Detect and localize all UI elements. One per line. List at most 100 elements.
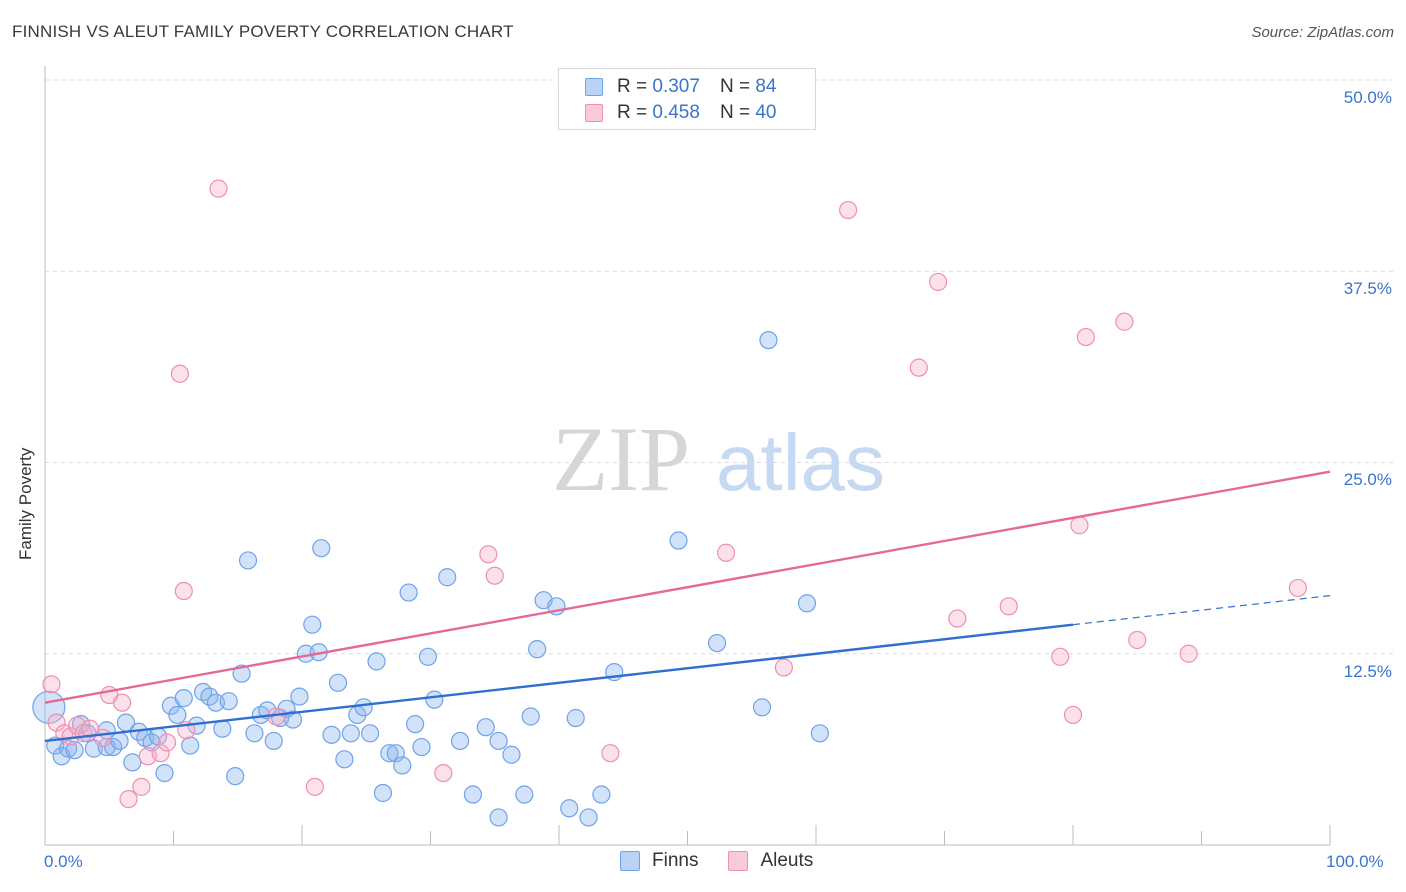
point-finns (174, 689, 193, 708)
legend-row-finns: R = 0.307 N = 84 (585, 75, 776, 99)
point-finns (219, 692, 238, 711)
legend-item-aleuts[interactable]: Aleuts (728, 850, 813, 872)
point-aleuts (839, 200, 858, 220)
point-aleuts (1179, 644, 1198, 663)
point-finns (290, 687, 309, 706)
legend-n-value: 84 (755, 76, 777, 97)
point-finns (354, 698, 373, 717)
point-finns (226, 767, 245, 786)
point-aleuts (93, 728, 112, 748)
point-aleuts (601, 744, 620, 763)
point-aleuts (999, 597, 1018, 616)
point-finns (566, 708, 585, 728)
point-finns (181, 736, 200, 755)
point-finns (232, 664, 251, 683)
y-axis-label: Family Poverty (16, 447, 35, 560)
point-finns (373, 783, 393, 803)
legend-item-finns[interactable]: Finns (620, 850, 698, 872)
point-aleuts (948, 609, 967, 628)
point-finns (312, 539, 331, 558)
point-aleuts (909, 358, 928, 377)
point-finns (238, 551, 258, 570)
point-finns (412, 737, 431, 757)
trend-lines (44, 470, 1331, 743)
point-aleuts (305, 777, 324, 796)
point-finns (341, 724, 360, 743)
point-finns (193, 682, 213, 702)
point-aleuts (132, 777, 151, 796)
legend-label-aleuts: Aleuts (760, 850, 814, 871)
point-finns (335, 750, 354, 769)
axes (44, 66, 1331, 846)
point-aleuts (80, 719, 100, 738)
point-finns (810, 724, 829, 743)
trendline-aleuts (44, 470, 1331, 704)
y-tick-label-12-5: 12.5% (1343, 662, 1392, 681)
point-aleuts (434, 763, 453, 783)
point-finns (489, 731, 508, 751)
point-finns (110, 731, 129, 751)
data-points (32, 179, 1307, 827)
y-tick-label-37-5: 37.5% (1343, 279, 1392, 298)
point-aleuts (1070, 516, 1089, 535)
point-aleuts (157, 733, 177, 752)
series-legend: Finns Aleuts (620, 850, 843, 872)
point-aleuts (479, 545, 498, 564)
point-aleuts (112, 693, 132, 712)
point-finns (65, 741, 84, 760)
point-finns (425, 690, 444, 709)
trendline-finns (44, 623, 1074, 743)
point-aleuts (170, 364, 190, 383)
y-tick-label-50: 50.0% (1343, 88, 1392, 107)
point-finns (521, 707, 540, 726)
legend-r-label: R = (617, 76, 648, 97)
x-tick-label-0: 0.0% (44, 852, 83, 871)
legend-swatch-aleuts (585, 104, 603, 122)
point-finns (759, 331, 778, 350)
point-finns (592, 785, 611, 804)
point-finns (123, 753, 142, 772)
point-finns (168, 705, 187, 725)
point-finns (405, 715, 425, 734)
point-finns (361, 724, 380, 743)
point-finns (322, 725, 341, 744)
point-finns (399, 583, 418, 602)
correlation-legend: R = 0.307 N = 84 R = 0.458 N = 40 (558, 68, 816, 130)
point-finns (328, 673, 348, 692)
watermark-atlas: atlas (716, 418, 885, 507)
point-aleuts (1063, 705, 1083, 725)
legend-n-label: N = (719, 102, 751, 123)
x-tick-label-100: 100.0% (1326, 852, 1384, 871)
point-finns (579, 808, 598, 827)
point-finns (303, 615, 322, 634)
legend-row-aleuts: R = 0.458 N = 40 (585, 101, 776, 125)
trendline-extension-finns (1072, 595, 1331, 626)
legend-n-value: 40 (755, 102, 777, 123)
point-aleuts (209, 179, 228, 198)
legend-r-value: 0.307 (652, 76, 700, 97)
point-aleuts (151, 744, 170, 763)
point-finns (502, 745, 521, 764)
point-aleuts (1051, 647, 1070, 666)
legend-r-value: 0.458 (652, 102, 700, 123)
legend-swatch-aleuts (728, 851, 749, 871)
chart-source: Source: ZipAtlas.com (1251, 24, 1394, 41)
point-finns (528, 640, 547, 659)
y-tick-label-25: 25.0% (1343, 470, 1392, 489)
point-aleuts (1115, 312, 1134, 331)
point-finns (669, 531, 688, 550)
point-finns (380, 744, 399, 763)
point-aleuts (485, 566, 504, 585)
point-finns (438, 568, 457, 587)
point-aleuts (1288, 578, 1307, 598)
point-aleuts (774, 658, 793, 677)
watermark-zip: ZIP (552, 408, 690, 510)
point-aleuts (928, 272, 948, 292)
point-finns (32, 690, 66, 724)
point-finns (489, 808, 508, 827)
point-finns (418, 647, 438, 666)
point-aleuts (1076, 327, 1095, 347)
point-finns (367, 652, 386, 671)
point-aleuts (174, 581, 193, 601)
point-aleuts (119, 789, 138, 809)
